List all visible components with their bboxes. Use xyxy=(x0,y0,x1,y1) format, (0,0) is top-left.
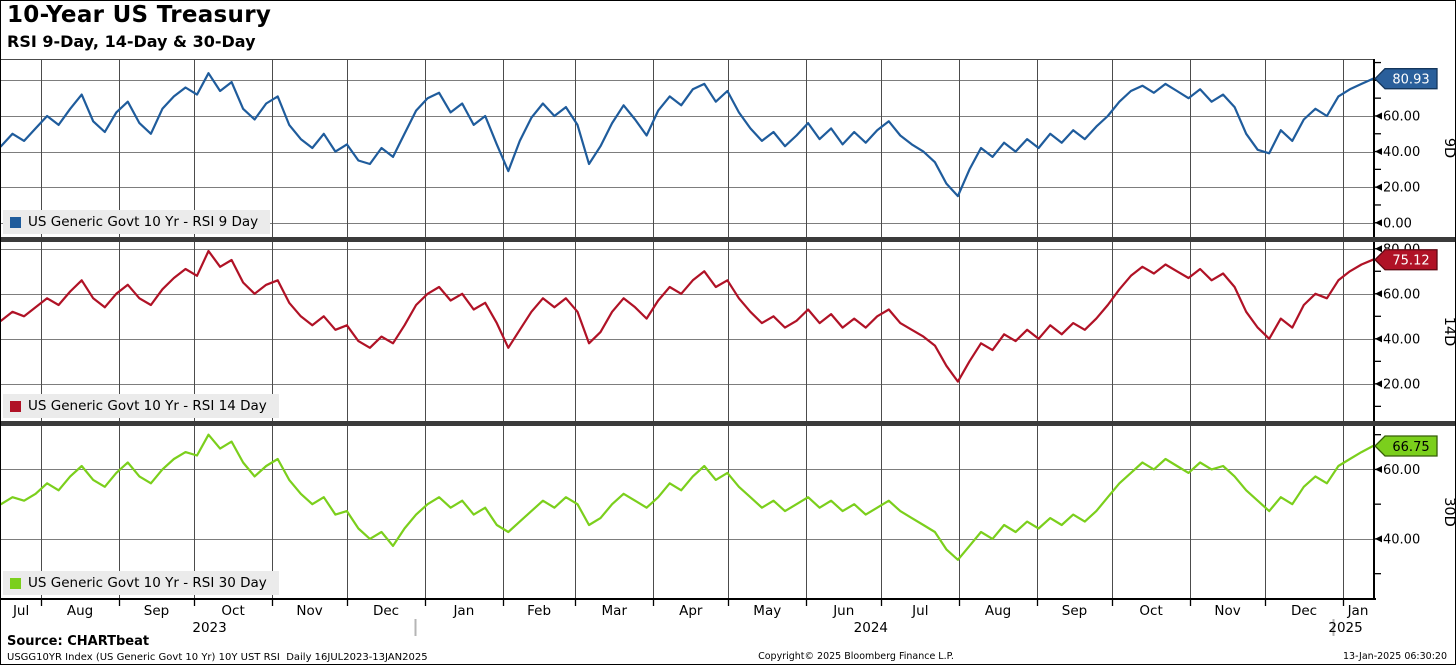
x-axis-plot: Jul Aug Sep Oct Nov Dec Jan Feb Mar Apr May Jun Jul A… xyxy=(1,598,1376,636)
svg-text:60.00: 60.00 xyxy=(1383,463,1420,478)
rsi-30-day-line xyxy=(1,433,1375,561)
month-gridlines xyxy=(41,242,1344,421)
legend-swatch-rsi-30d xyxy=(10,577,21,589)
legend-swatch-rsi-14d xyxy=(10,400,21,412)
year-label: 2025 xyxy=(1328,620,1362,636)
month-label: Jan xyxy=(1347,603,1369,619)
x-axis: Jul Aug Sep Oct Nov Dec Jan Feb Mar Apr May Jun Jul A… xyxy=(1,598,1455,638)
rsi-9-day-panel-label: 9D xyxy=(1441,138,1456,158)
month-label: Dec xyxy=(373,603,399,619)
month-label: Dec xyxy=(1291,603,1317,619)
rsi-14-day-line xyxy=(1,249,1375,383)
panel-separator xyxy=(1,421,1455,426)
month-label: Jun xyxy=(832,603,854,619)
horizontal-gridlines xyxy=(1,80,1373,224)
ticker-descriptor: USGG10YR Index (US Generic Govt 10 Yr) 1… xyxy=(7,652,428,663)
page-title: 10-Year US Treasury xyxy=(7,2,272,28)
svg-text:40.00: 40.00 xyxy=(1383,145,1420,160)
source-note: Source: CHARTbeat xyxy=(7,634,150,649)
legend-label-rsi-9d: US Generic Govt 10 Yr - RSI 9 Day xyxy=(28,214,259,230)
horizontal-gridlines xyxy=(1,469,1373,540)
horizontal-gridlines xyxy=(1,249,1373,385)
rsi-30-day-panel-label: 30D xyxy=(1441,497,1456,527)
rsi-9-day-line xyxy=(1,72,1375,198)
month-label: Apr xyxy=(679,603,703,619)
copyright-note: Copyright© 2025 Bloomberg Finance L.P. xyxy=(758,651,954,662)
month-label: Jul xyxy=(911,603,928,619)
legend-rsi-30d: US Generic Govt 10 Yr - RSI 30 Day xyxy=(3,571,279,595)
svg-text:20.00: 20.00 xyxy=(1383,181,1420,196)
rsi-30-day-value-badge: 66.75 xyxy=(1374,435,1438,457)
legend-swatch-rsi-9d xyxy=(10,216,21,228)
rsi-30d-panel: 40.00 60.00 66.75 30D US Generic Govt 10 Yr… xyxy=(1,426,1456,598)
month-label: Nov xyxy=(296,603,322,619)
svg-text:40.00: 40.00 xyxy=(1383,332,1420,347)
year-label: 2023 xyxy=(192,620,226,636)
month-label: Sep xyxy=(1062,603,1087,619)
month-label: Jul xyxy=(12,603,29,619)
svg-text:0.00: 0.00 xyxy=(1383,216,1412,231)
month-label: Oct xyxy=(1139,603,1162,619)
svg-text:60.00: 60.00 xyxy=(1383,109,1420,124)
rsi-14-day-panel-label: 14D xyxy=(1441,317,1456,347)
legend-rsi-14d: US Generic Govt 10 Yr - RSI 14 Day xyxy=(3,394,279,418)
month-label: Oct xyxy=(221,603,244,619)
month-label: Feb xyxy=(527,603,551,619)
page-subtitle: RSI 9-Day, 14-Day & 30-Day xyxy=(7,32,256,51)
svg-text:75.12: 75.12 xyxy=(1392,254,1429,269)
month-label: May xyxy=(753,603,781,619)
svg-text:60.00: 60.00 xyxy=(1383,287,1420,302)
legend-rsi-9d: US Generic Govt 10 Yr - RSI 9 Day xyxy=(3,210,271,234)
month-label: Jan xyxy=(452,603,474,619)
y-axis: 40.00 60.00 xyxy=(1373,426,1420,598)
timestamp: 13-Jan-2025 06:30:20 xyxy=(1343,651,1447,662)
rsi-30-day-plot: 40.00 60.00 66.75 30D xyxy=(1,426,1456,598)
rsi-9-day-value-badge: 80.93 xyxy=(1374,68,1438,90)
svg-text:20.00: 20.00 xyxy=(1383,377,1420,392)
legend-label-rsi-14d: US Generic Govt 10 Yr - RSI 14 Day xyxy=(28,398,267,414)
month-gridlines xyxy=(41,59,1344,237)
year-label: 2024 xyxy=(854,620,888,636)
svg-text:80.93: 80.93 xyxy=(1392,73,1429,88)
legend-label-rsi-30d: US Generic Govt 10 Yr - RSI 30 Day xyxy=(28,575,267,591)
rsi-14-day-value-badge: 75.12 xyxy=(1374,249,1438,271)
month-label: Mar xyxy=(602,603,628,619)
month-label: Nov xyxy=(1214,603,1240,619)
svg-text:40.00: 40.00 xyxy=(1383,532,1420,547)
month-label: Aug xyxy=(67,603,93,619)
month-label: Aug xyxy=(985,603,1011,619)
month-label: Sep xyxy=(144,603,169,619)
panel-separator xyxy=(1,237,1455,242)
svg-text:66.75: 66.75 xyxy=(1392,440,1429,455)
